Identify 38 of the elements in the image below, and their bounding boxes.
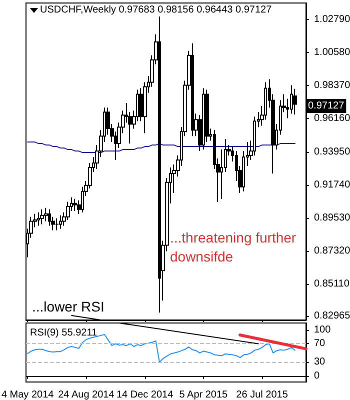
candlestick — [191, 42, 194, 137]
candlestick — [158, 16, 161, 314]
x-tick-label: 26 Jul 2015 — [236, 390, 288, 400]
chart-title: USDCHF,Weekly 0.97683 0.98156 0.96443 0.97127 — [40, 4, 272, 16]
y-tick-label: 0.89530 — [314, 212, 350, 224]
candlestick — [73, 198, 77, 212]
y-tick-label: 0.85110 — [314, 278, 350, 290]
y-tick-label: 0.82965 — [314, 310, 350, 322]
line-series — [27, 142, 296, 154]
y-tick-label: 30 — [314, 356, 326, 368]
chart-title: RSI(9) 55.9211 — [30, 328, 98, 338]
candlestick — [293, 88, 297, 116]
y-tick-label: 70 — [314, 338, 326, 350]
x-tick-label: 24 Aug 2014 — [58, 390, 115, 400]
x-tick-label: 14 Dec 2014 — [116, 390, 174, 400]
candlestick — [44, 207, 48, 222]
y-tick-label: 100 — [314, 324, 332, 336]
candlestick — [290, 84, 293, 114]
candlestick — [59, 214, 62, 230]
candlestick — [40, 208, 44, 225]
y-tick-label: 1.00580 — [314, 47, 350, 58]
candlestick — [55, 218, 59, 231]
annotation: ...lower RSI — [32, 298, 104, 314]
y-tick-label: 0.87320 — [314, 245, 350, 256]
y-tick-label: 0.91740 — [314, 179, 350, 190]
x-tick-label: 5 Apr 2015 — [179, 390, 228, 400]
y-tick-label: 1.02790 — [314, 14, 350, 26]
candlestick — [37, 212, 40, 226]
y-tick-label: 0.98370 — [314, 80, 350, 92]
candlestick — [253, 116, 256, 156]
candlestick — [48, 208, 51, 226]
x-tick-label: 4 May 2014 — [1, 390, 54, 400]
annotation: ...threatening further downsifde — [170, 230, 300, 264]
candlestick — [202, 88, 205, 150]
y-tick-label: 0 — [314, 370, 320, 382]
y-tick-label: 0.93950 — [314, 146, 350, 158]
text: 0.97127 — [308, 100, 345, 112]
y-tick-label: 0.96160 — [314, 113, 350, 124]
